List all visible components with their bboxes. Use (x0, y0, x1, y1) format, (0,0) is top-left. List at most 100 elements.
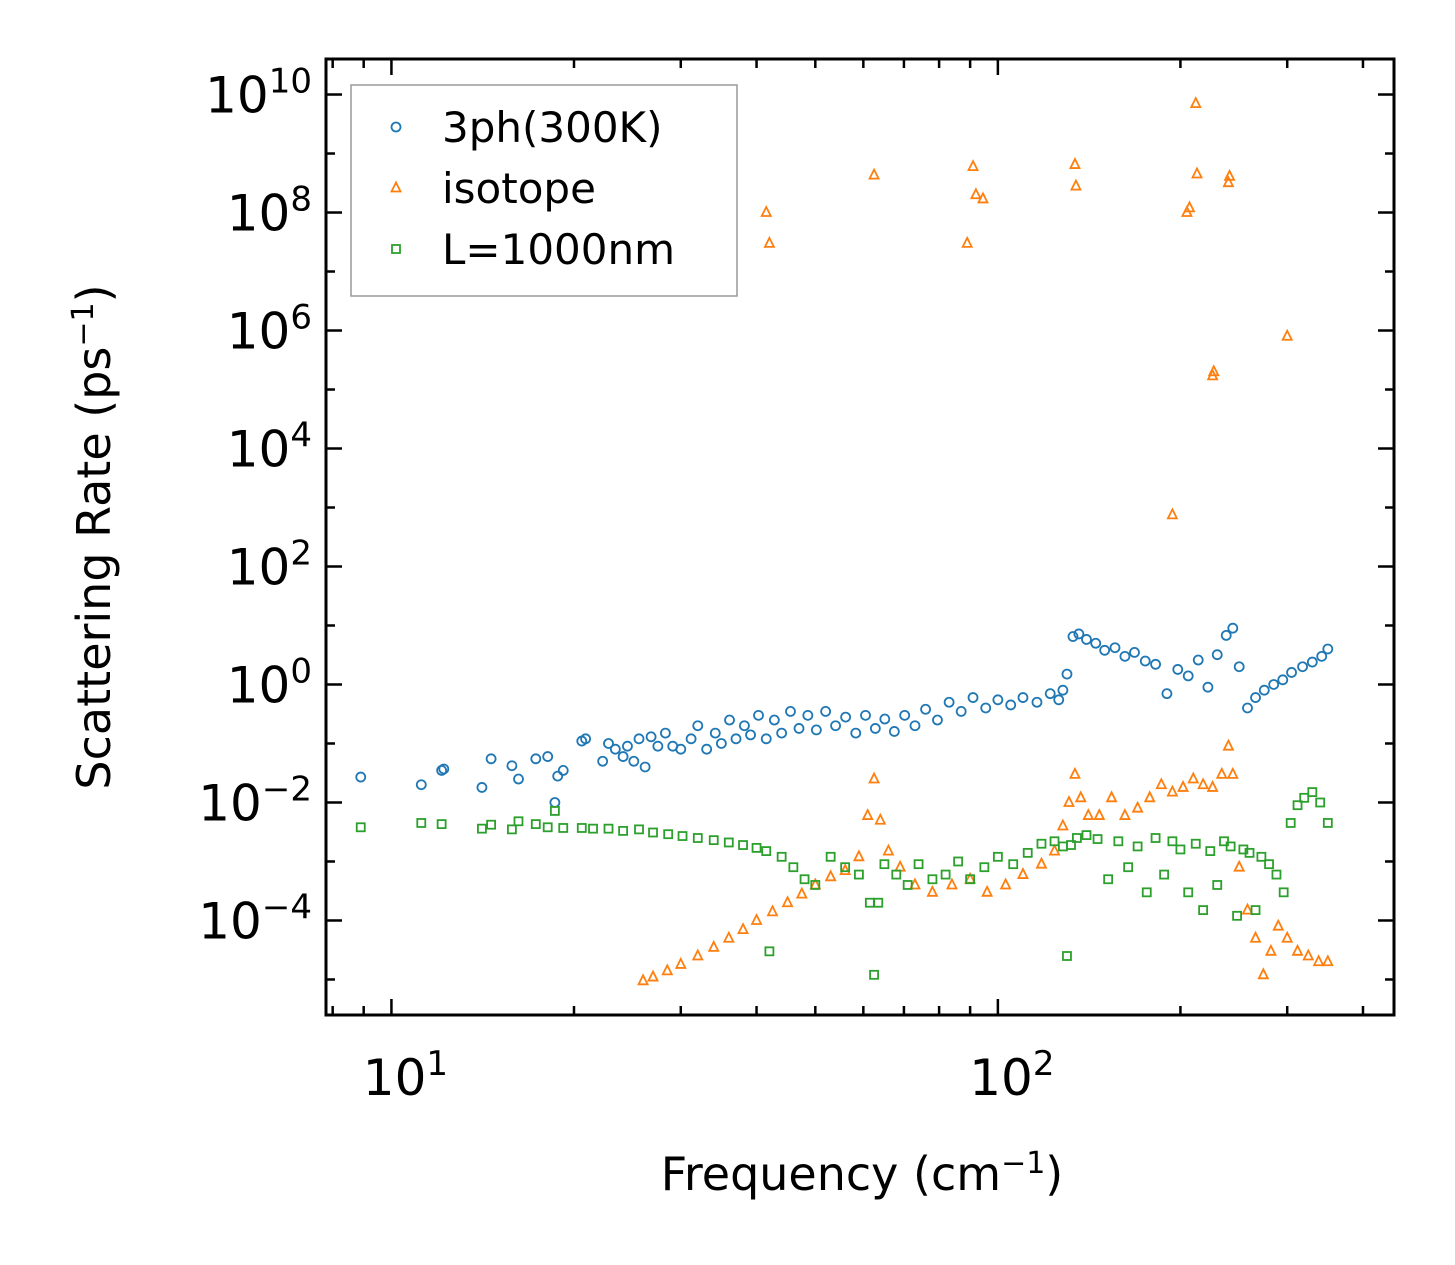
data-point (355, 771, 367, 783)
data-point (1183, 887, 1194, 898)
data-point (597, 755, 609, 767)
data-point (709, 727, 721, 739)
data-point (979, 862, 990, 873)
data-point (1202, 681, 1214, 693)
data-point (1182, 670, 1194, 682)
data-point (1281, 328, 1294, 341)
data-point (1139, 655, 1151, 667)
legend-item: 3ph(300K) (390, 103, 662, 152)
data-point (1205, 846, 1216, 856)
data-point (692, 833, 703, 843)
data-point (1166, 784, 1179, 797)
data-point (1189, 96, 1202, 109)
data-point (485, 753, 497, 765)
data-point (739, 720, 750, 732)
data-point (861, 808, 874, 820)
data-point (730, 733, 742, 745)
legend-label: L=1000nm (442, 225, 675, 274)
labels-layer: 10−4 10−2 100 102 104 106 108 1010 101 102 (198, 62, 1054, 1107)
y-tick-label: 10−2 (198, 769, 312, 832)
data-point (1197, 777, 1210, 790)
data-point (854, 869, 864, 880)
data-point (1057, 684, 1069, 696)
data-point (873, 897, 884, 908)
data-point (882, 843, 895, 856)
data-point (1132, 841, 1143, 852)
data-point (899, 709, 911, 721)
data-point (637, 973, 650, 986)
legend-label: isotope (442, 164, 596, 213)
data-point (981, 884, 994, 897)
data-point (1322, 818, 1333, 828)
data-point (1302, 948, 1315, 961)
data-point (1316, 650, 1328, 662)
data-point (660, 727, 671, 739)
data-point (965, 874, 976, 885)
data-point (1258, 684, 1270, 696)
data-point (1081, 634, 1092, 645)
data-point (557, 764, 569, 776)
data-point (1068, 766, 1081, 779)
data-point (810, 724, 822, 736)
data-point (1063, 794, 1075, 807)
data-point (1285, 818, 1296, 828)
data-point (507, 824, 517, 835)
data-point (1220, 629, 1232, 641)
data-point (1250, 905, 1261, 915)
data-point (438, 763, 450, 775)
series-0 (355, 622, 1334, 808)
data-point (1005, 699, 1017, 711)
data-point (902, 880, 913, 890)
data-point (1082, 808, 1095, 820)
y-tick-label: 10−4 (198, 887, 312, 950)
series-layer (355, 96, 1334, 986)
data-point (868, 771, 881, 784)
data-point (1299, 792, 1310, 803)
data-point (691, 948, 704, 961)
data-point (1105, 790, 1118, 803)
y-tick-label: 106 (227, 298, 312, 361)
data-point (542, 751, 554, 762)
data-point (722, 930, 735, 943)
data-point (648, 827, 658, 838)
data-point (674, 956, 687, 969)
data-point (1022, 847, 1033, 858)
data-point (1118, 808, 1131, 820)
data-point (1207, 364, 1220, 377)
data-point (1093, 808, 1106, 820)
legend-marker (390, 121, 402, 133)
data-point (1036, 838, 1047, 849)
data-point (753, 709, 764, 721)
data-point (1257, 967, 1270, 980)
y-tick-label: 108 (227, 180, 312, 243)
legend-item: isotope (390, 164, 596, 213)
data-point (776, 727, 788, 739)
data-point (1292, 800, 1303, 811)
data-point (1225, 841, 1236, 852)
data-point (634, 824, 644, 835)
data-point (868, 167, 881, 180)
data-point (992, 694, 1004, 706)
data-point (1074, 790, 1087, 803)
data-point (738, 840, 748, 850)
data-point (1150, 658, 1161, 670)
data-point (824, 869, 837, 882)
data-point (943, 696, 955, 708)
data-point (588, 823, 598, 834)
data-point (945, 877, 958, 890)
data-point (1215, 766, 1228, 779)
data-point (891, 869, 902, 880)
data-point (552, 770, 564, 782)
data-point (1249, 930, 1262, 943)
data-point (760, 733, 772, 745)
data-point (763, 235, 776, 248)
data-point (969, 187, 982, 200)
data-point (415, 779, 427, 791)
data-point (1187, 771, 1200, 784)
data-point (645, 731, 657, 743)
data-point (1061, 668, 1073, 680)
data-point (920, 703, 931, 715)
data-point (1017, 867, 1029, 879)
data-point (977, 191, 989, 204)
